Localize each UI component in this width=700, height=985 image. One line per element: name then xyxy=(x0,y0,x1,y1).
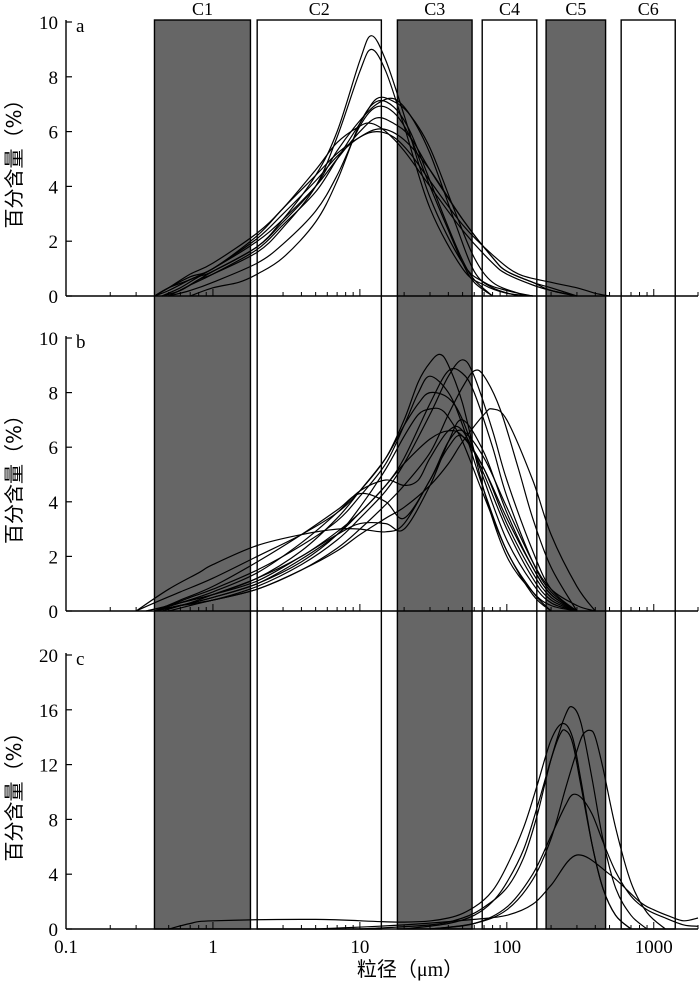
panel-a-curve-10 xyxy=(154,128,578,297)
panel-b-y-tick-label: 4 xyxy=(49,493,59,514)
panel-c-y-tick-label: 20 xyxy=(39,646,58,667)
panel-b-y-tick-label: 0 xyxy=(49,602,59,623)
panel-b-curve-10 xyxy=(154,419,578,612)
x-axis-title: 粒径（μm） xyxy=(357,958,463,981)
panel-b-y-tick-label: 8 xyxy=(49,384,59,405)
panel-c-y-tick-label: 0 xyxy=(49,920,59,941)
band-c2 xyxy=(256,19,383,930)
panel-b-y-tick-label: 2 xyxy=(49,547,59,568)
band-c4 xyxy=(481,19,538,930)
panel-b-curve-8 xyxy=(154,425,578,612)
panel-b-y-tick-label: 6 xyxy=(49,438,59,459)
axes: 0 2 4 6 8 10 a 百分含量（%） 0 2 4 6 8 10 b 百分含量（%） 0 4 8 12 16 20 c… xyxy=(2,13,699,958)
grain-size-component-bands: C1 C2 C3 C4 C5 C6 xyxy=(153,0,676,930)
distribution-curves xyxy=(135,35,699,930)
panel-c-y-tick-label: 12 xyxy=(39,756,58,777)
band-label-c1: C1 xyxy=(192,0,213,19)
panel-a-y-tick-label: 2 xyxy=(49,232,59,253)
panel-b-curve-11 xyxy=(135,434,578,612)
band-c1 xyxy=(153,19,252,930)
panel-a-y-tick-label: 0 xyxy=(49,287,59,308)
x-tick-label: 10 xyxy=(350,937,369,958)
panel-a-y-tick-label: 10 xyxy=(39,13,58,34)
panel-a-y-tick-label: 8 xyxy=(49,68,59,89)
panel-c-y-tick-label: 16 xyxy=(39,701,58,722)
panel-b-y-axis-title: 百分含量（%） xyxy=(2,405,26,544)
band-c6 xyxy=(620,19,676,930)
panel-c-curve-6 xyxy=(315,854,699,930)
panel-b-curve-4 xyxy=(154,359,578,612)
panel-a-curve-6 xyxy=(168,96,533,297)
panel-a-curve-1 xyxy=(154,122,578,297)
panel-a-curve-5 xyxy=(161,97,519,297)
panel-c-y-tick-label: 4 xyxy=(49,865,59,886)
panel-a-y-axis-title: 百分含量（%） xyxy=(2,89,26,228)
band-c5 xyxy=(545,19,607,930)
band-label-c6: C6 xyxy=(638,0,659,19)
x-tick-label: 1 xyxy=(208,937,218,958)
panel-label-a: a xyxy=(76,16,85,37)
panel-b-curve-2 xyxy=(145,375,552,612)
panel-a-y-tick-label: 4 xyxy=(49,177,59,198)
x-tick-label: 100 xyxy=(493,937,522,958)
panel-b-curve-12 xyxy=(154,407,552,612)
panel-c-curve-3 xyxy=(404,729,632,930)
x-tick-label: 0.1 xyxy=(54,937,78,958)
panel-c-curve-5 xyxy=(429,793,699,930)
panel-c-curve-2 xyxy=(359,705,648,930)
panel-label-c: c xyxy=(76,649,84,670)
panel-a-y-tick-label: 6 xyxy=(49,123,59,144)
panel-c-curve-4 xyxy=(429,729,666,930)
panel-label-b: b xyxy=(76,332,86,353)
band-label-c5: C5 xyxy=(565,0,586,19)
panel-b-y-tick-label: 10 xyxy=(39,329,58,350)
panel-a-curve-8 xyxy=(168,105,493,297)
panel-b-curve-1 xyxy=(135,353,578,612)
panel-a-curve-9 xyxy=(189,99,493,297)
x-tick-label: 1000 xyxy=(635,937,673,958)
panel-b-curve-13 xyxy=(161,429,578,612)
panel-c-y-axis-title: 百分含量（%） xyxy=(2,722,26,861)
band-label-c3: C3 xyxy=(424,0,445,19)
band-label-c4: C4 xyxy=(499,0,520,19)
panel-c-y-tick-label: 8 xyxy=(49,810,59,831)
band-label-c2: C2 xyxy=(309,0,330,19)
